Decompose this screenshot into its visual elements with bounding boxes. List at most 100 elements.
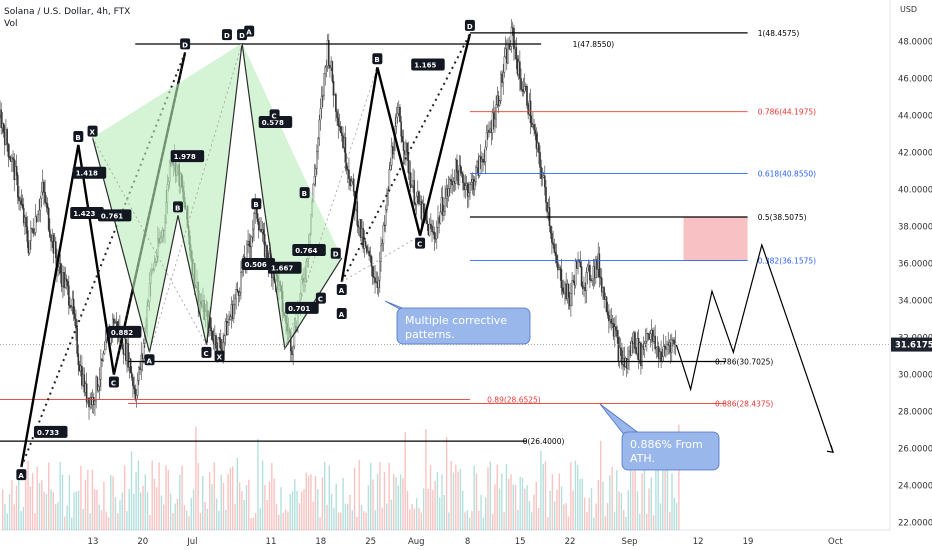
- point-label: B: [175, 204, 180, 212]
- volume-bar: [29, 486, 31, 530]
- volume-bar: [149, 514, 151, 530]
- candle-body: [591, 278, 594, 281]
- volume-bar: [519, 476, 521, 530]
- volume-bar: [602, 481, 604, 530]
- candle-body: [380, 244, 382, 262]
- volume-bar: [643, 462, 646, 530]
- volume-bar: [264, 484, 266, 530]
- volume-bar: [117, 513, 119, 530]
- volume-bar: [305, 472, 307, 530]
- candle-body: [411, 185, 413, 188]
- volume-bar: [326, 504, 328, 530]
- volume-bar: [468, 517, 471, 530]
- volume-bar: [383, 471, 386, 530]
- harmonic-pattern-line[interactable]: [340, 33, 472, 283]
- candle-body: [234, 298, 236, 305]
- callout-box: [621, 431, 720, 471]
- candle-body: [428, 223, 431, 236]
- volume-bar: [307, 475, 310, 530]
- candle-body: [557, 262, 559, 270]
- volume-bar: [588, 497, 590, 530]
- candle-body: [393, 150, 395, 155]
- volume-bar: [119, 500, 121, 530]
- harmonic-dotted-line[interactable]: [20, 52, 187, 468]
- candle-body: [76, 327, 78, 354]
- point-label: B: [75, 134, 80, 142]
- candle-body: [68, 285, 70, 306]
- volume-bar: [225, 509, 227, 530]
- volume-bar: [250, 517, 252, 530]
- point-label: X: [90, 129, 96, 137]
- volume-bar: [457, 471, 459, 530]
- candle-body: [616, 330, 618, 338]
- harmonic-pattern-line[interactable]: [91, 43, 243, 353]
- candle-body: [32, 228, 35, 234]
- candle-body: [598, 253, 601, 278]
- volume-bar: [505, 464, 508, 530]
- candle-body: [215, 335, 217, 349]
- fib-level-label: 0.786(30.7025): [715, 358, 773, 367]
- volume-bar: [404, 432, 406, 530]
- volume-bar: [646, 513, 648, 530]
- ratio-badge: [285, 301, 319, 314]
- volume-bar: [100, 510, 103, 530]
- candle-body: [606, 311, 609, 316]
- candle-body: [325, 65, 328, 68]
- candle-body: [377, 280, 380, 288]
- candle-body: [386, 193, 388, 210]
- volume-bar: [370, 462, 372, 530]
- volume-bar: [606, 503, 609, 530]
- point-label: C: [272, 112, 277, 120]
- price-tick-label: 44.0000: [898, 111, 932, 121]
- volume-bar: [503, 512, 505, 530]
- candle-body: [523, 85, 526, 92]
- candle-body: [466, 183, 469, 197]
- candle-body: [30, 228, 32, 241]
- point-marker: [336, 283, 347, 295]
- volume-bar: [137, 460, 140, 530]
- volume-bar: [105, 511, 107, 530]
- candle-body: [571, 280, 573, 294]
- volume-bar: [202, 476, 204, 530]
- volume-bar: [82, 509, 84, 530]
- candle-body: [643, 343, 646, 350]
- candle-body: [534, 129, 537, 134]
- volume-bar: [547, 517, 549, 530]
- volume-bar: [54, 504, 57, 530]
- candle-body: [603, 287, 605, 300]
- fib-level-label: 0.786(44.1975): [758, 108, 816, 117]
- volume-bar: [388, 462, 390, 530]
- ratio-value: 0.761: [101, 212, 123, 220]
- volume-bar: [540, 450, 542, 530]
- volume-bar: [374, 510, 376, 530]
- volume-bar: [524, 488, 526, 530]
- volume-bar: [195, 426, 197, 530]
- harmonic-dotted-line[interactable]: [340, 33, 471, 283]
- volume-bar: [629, 463, 632, 530]
- volume-bar: [634, 448, 636, 530]
- volume-bar: [491, 514, 494, 530]
- volume-bar: [475, 473, 478, 530]
- volume-bar: [174, 503, 176, 530]
- volume-bar: [416, 498, 418, 530]
- volume-bar: [110, 475, 112, 530]
- volume-bar: [577, 464, 579, 530]
- harmonic-dotted-line[interactable]: [112, 52, 187, 375]
- candle-body: [253, 213, 255, 230]
- candle-body: [77, 353, 80, 365]
- ratio-dotted-line: [284, 67, 378, 349]
- volume-label: Vol: [4, 19, 17, 29]
- volume-bar: [574, 460, 577, 530]
- volume-bar: [301, 491, 303, 530]
- volume-bar: [303, 489, 305, 530]
- volume-bar: [390, 499, 393, 530]
- candle-body: [106, 339, 108, 342]
- price-projection[interactable]: [675, 242, 834, 453]
- volume-bar: [395, 477, 397, 530]
- ratio-badge: [70, 207, 104, 220]
- candle-body: [113, 318, 115, 324]
- candle-body: [662, 345, 665, 357]
